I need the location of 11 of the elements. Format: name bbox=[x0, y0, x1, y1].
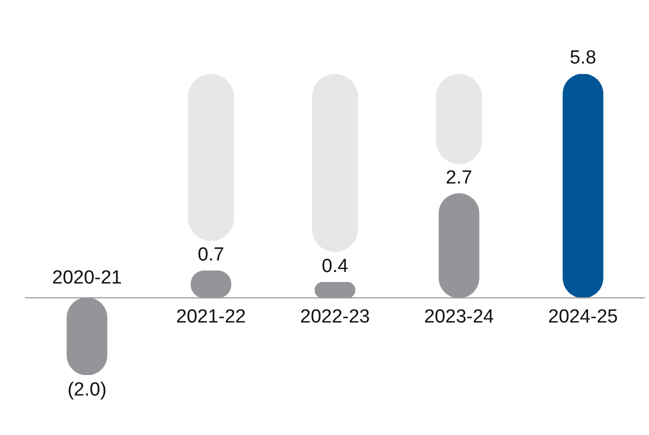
data-label: 5.8 bbox=[570, 48, 596, 69]
x-tick-label: 2024-25 bbox=[548, 306, 618, 328]
x-tick-label: 2022-23 bbox=[300, 306, 370, 328]
x-tick-label: 2020-21 bbox=[52, 268, 122, 289]
data-label: 2.7 bbox=[446, 167, 472, 188]
x-tick-label: 2023-24 bbox=[424, 306, 494, 328]
data-label: (2.0) bbox=[67, 380, 107, 401]
data-label: 0.4 bbox=[322, 256, 349, 278]
bar bbox=[562, 74, 604, 298]
data-label: 0.7 bbox=[198, 244, 224, 266]
x-tick-label: 2021-22 bbox=[176, 306, 246, 328]
